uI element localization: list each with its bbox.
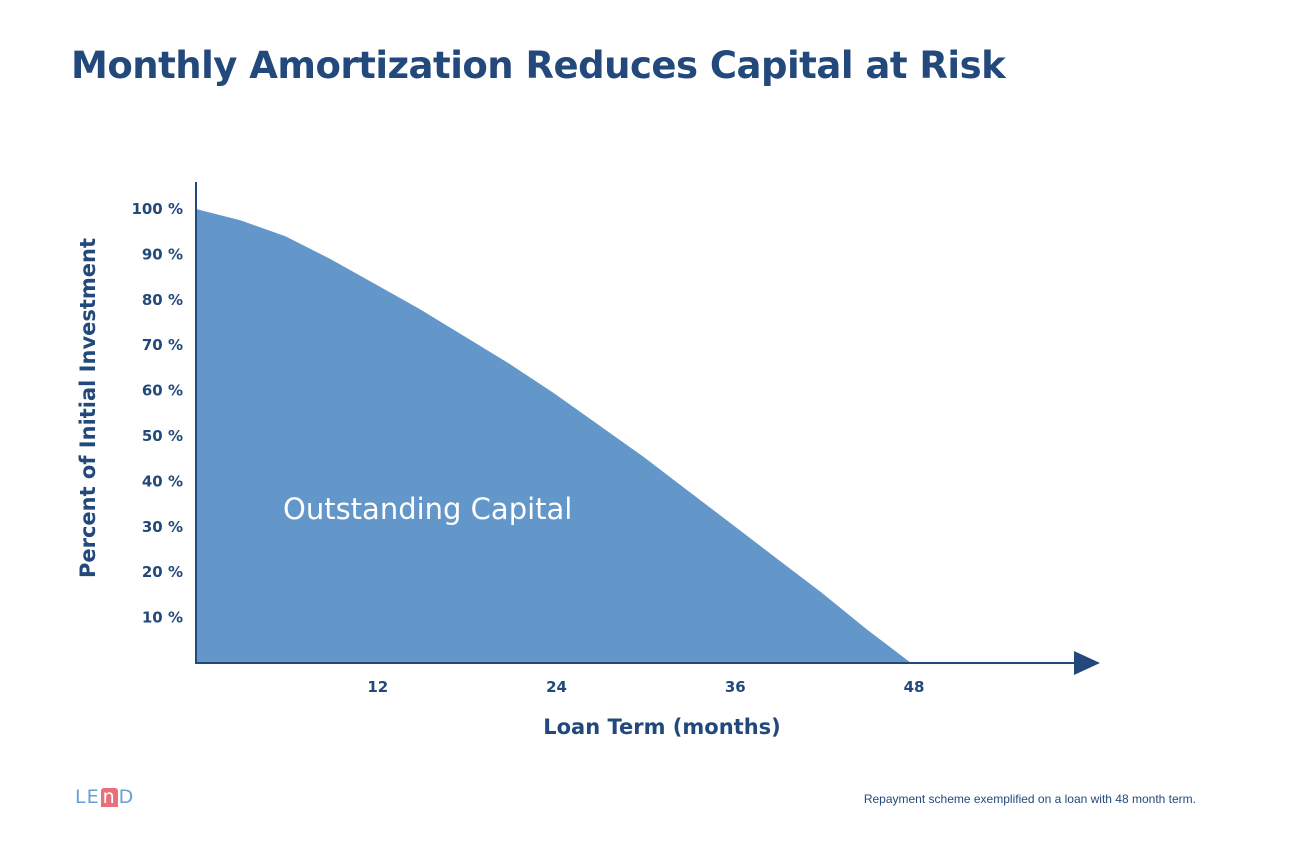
x-axis-arrow-icon xyxy=(1074,651,1100,675)
axes xyxy=(195,182,1100,675)
y-tick-label: 10 % xyxy=(142,609,183,627)
x-tick-label: 24 xyxy=(546,678,567,696)
logo-accent-box: n xyxy=(100,786,118,808)
x-tick-label: 36 xyxy=(725,678,746,696)
tick-labels: 10 % 20 % 30 % 40 % 50 % 60 % 70 % 80 % 90 % 100 … xyxy=(131,200,924,696)
outstanding-capital-area xyxy=(196,209,911,663)
y-tick-label: 60 % xyxy=(142,382,183,400)
y-tick-label: 40 % xyxy=(142,472,183,490)
y-tick-label: 30 % xyxy=(142,518,183,536)
x-tick-label: 12 xyxy=(367,678,388,696)
y-tick-label: 100 % xyxy=(131,200,183,218)
x-axis-title: Loan Term (months) xyxy=(543,715,781,739)
page-title: Monthly Amortization Reduces Capital at … xyxy=(71,44,1006,87)
y-tick-label: 20 % xyxy=(142,563,183,581)
x-tick-label: 48 xyxy=(904,678,925,696)
y-tick-label: 90 % xyxy=(142,245,183,263)
y-tick-label: 80 % xyxy=(142,291,183,309)
lend-logo: LE n D xyxy=(75,788,134,807)
logo-text-left: LE xyxy=(75,786,100,808)
y-tick-label: 70 % xyxy=(142,336,183,354)
area-series-label: Outstanding Capital xyxy=(283,492,572,526)
y-axis-title: Percent of Initial Investment xyxy=(76,238,100,578)
area-layer xyxy=(196,209,911,663)
logo-text-right: D xyxy=(118,786,135,808)
y-tick-label: 50 % xyxy=(142,427,183,445)
footnote: Repayment scheme exemplified on a loan w… xyxy=(863,792,1196,806)
